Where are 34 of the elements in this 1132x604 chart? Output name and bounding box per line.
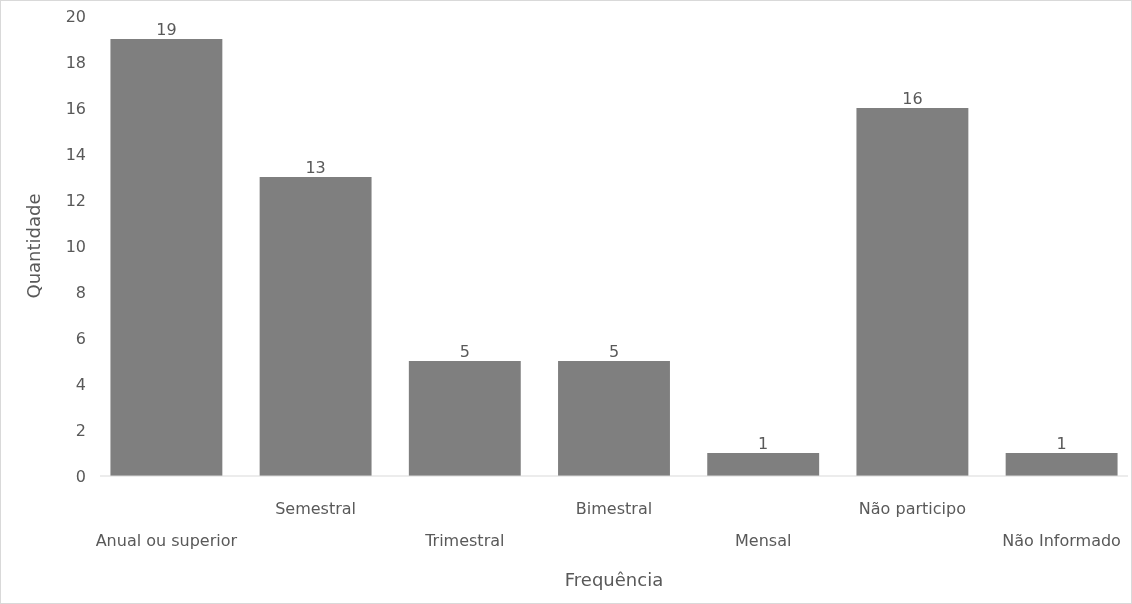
x-tick-label: Semestral: [275, 499, 357, 518]
y-tick-label: 2: [75, 420, 86, 440]
x-axis-title: Frequência: [564, 569, 664, 590]
bar: [856, 108, 969, 476]
bar: [707, 453, 820, 476]
x-tick-label: Anual ou superior: [95, 531, 238, 550]
bar: [259, 177, 372, 476]
data-label: 1: [1056, 434, 1067, 453]
y-tick-label: 16: [65, 98, 86, 118]
bar: [1005, 453, 1118, 476]
y-tick-label: 0: [75, 466, 86, 486]
x-tick-label: Bimestral: [575, 499, 653, 518]
y-tick-label: 4: [75, 374, 86, 394]
x-tick-label: Não participo: [858, 499, 966, 518]
bar: [558, 361, 670, 476]
bar: [408, 361, 521, 476]
y-axis-title: Quantidade: [23, 193, 44, 299]
data-label: 5: [459, 342, 470, 361]
y-tick-label: 14: [65, 144, 86, 164]
x-tick-label: Trimestral: [424, 531, 505, 550]
data-label: 13: [305, 158, 326, 177]
data-label: 5: [608, 342, 620, 361]
y-tick-label: 12: [65, 190, 86, 210]
y-tick-label: 6: [75, 328, 86, 348]
data-label: 19: [156, 20, 177, 39]
x-tick-label: Não Informado: [1002, 531, 1121, 550]
data-label: 16: [902, 89, 923, 108]
bar: [110, 39, 223, 476]
x-tick-label: Mensal: [735, 531, 792, 550]
y-tick-label: 18: [65, 52, 86, 72]
y-tick-label: 20: [65, 6, 86, 26]
y-tick-label: 10: [65, 236, 86, 256]
y-tick-label: 8: [75, 282, 86, 302]
data-label: 1: [758, 434, 769, 453]
